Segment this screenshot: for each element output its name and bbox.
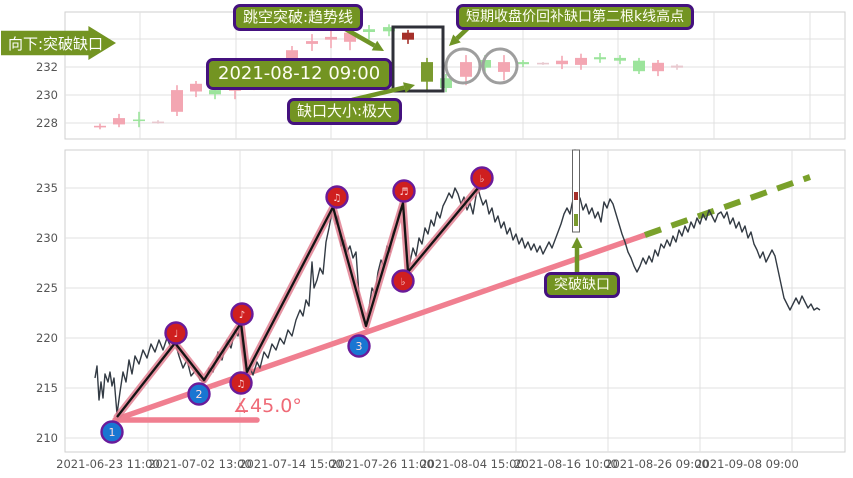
wave-marker-glyph: ♫ [333,193,342,204]
top-y-tick-label: 228 [36,116,58,130]
candlestick[interactable] [633,60,645,72]
candlestick[interactable] [152,121,164,124]
top-y-tick-label: 232 [36,60,58,74]
candlestick[interactable] [460,62,472,77]
bottom-y-tick-label: 235 [36,181,58,195]
annotation-arrow-head [371,40,384,51]
downward-gap-banner-label: 向下:突破缺口 [8,34,104,53]
datetime-label: 2021-08-12 09:00 [206,58,393,90]
top-y-tick-label: 230 [36,88,58,102]
x-axis-tick-label: 2021-08-26 09:00 [605,457,709,471]
bottom-plot-border [64,149,846,453]
wave-marker-glyph: ♫ [237,379,246,390]
wave-marker[interactable] [391,269,415,293]
wave-marker[interactable] [164,321,188,345]
angle-annotation: ∡45.0° [233,395,302,417]
zigzag-overlay-black [116,187,479,418]
wave-marker-glyph: ♩ [174,329,179,340]
annotation-arrow [351,85,405,103]
trend-line-projection-dashed [644,174,811,238]
annotation-arrow-head [403,82,415,93]
candlestick[interactable] [325,36,337,40]
candlestick[interactable] [286,50,298,63]
annotation-arrow-head [449,34,461,46]
candlestick[interactable] [344,32,356,42]
gap-spike-green-candle [574,214,578,226]
short-term-gapfill-label: 短期收盘价回补缺口第二根k线高点 [456,4,695,30]
candlestick[interactable] [671,65,683,68]
candlestick[interactable] [556,60,568,65]
gap-breakout-trendline-label: 跳空突破:趋势线 [233,4,364,31]
x-axis-tick-label: 2021-09-08 09:00 [695,457,799,471]
gapfill-highlight-circle [481,47,519,85]
bottom-y-tick-label: 230 [36,231,58,245]
wave-marker[interactable] [230,302,254,326]
wave-marker-glyph: 1 [109,426,116,439]
candlestick[interactable] [614,57,626,61]
candlestick[interactable] [517,62,529,65]
wave-marker[interactable] [325,185,349,209]
candlestick[interactable] [113,118,125,125]
candlestick[interactable] [575,57,587,65]
candlestick[interactable] [190,83,202,92]
wave-marker-glyph: 2 [196,388,203,401]
wave-marker[interactable] [229,371,253,395]
wave-marker-glyph: ♬ [400,187,409,198]
gap-spike-red-candle [574,192,578,200]
gap-size-label: 缺口大小:极大 [287,98,403,125]
candlestick[interactable] [537,62,549,65]
wave-marker[interactable] [470,166,494,190]
candlestick[interactable] [306,41,318,44]
downward-gap-banner: 向下:突破缺口 [1,26,116,60]
breakout-gap-label: 突破缺口 [544,272,620,298]
candlestick[interactable] [402,32,414,40]
x-axis-tick-label: 2021-08-04 15:00 [420,457,524,471]
wave-marker-glyph: ♭ [401,277,406,288]
gap-highlight-rectangle [391,25,445,93]
x-axis-tick-label: 2021-08-16 10:00 [514,457,618,471]
candlestick[interactable] [171,90,183,112]
bottom-y-tick-label: 210 [36,431,58,445]
candlestick[interactable] [479,60,491,68]
candlestick[interactable] [363,29,375,32]
annotation-arrow-head [571,237,583,248]
bottom-y-tick-label: 225 [36,281,58,295]
bottom-y-tick-label: 215 [36,381,58,395]
wave-marker-glyph: ♪ [239,310,245,321]
wave-marker[interactable] [100,420,124,444]
top-plot-border [64,11,846,140]
x-axis-tick-label: 2021-07-14 15:00 [239,457,343,471]
candlestick[interactable] [594,57,606,60]
wave-marker[interactable] [347,334,371,358]
candlestick[interactable] [383,27,395,32]
wave-marker[interactable] [187,382,211,406]
x-axis-tick-label: 2021-07-26 11:00 [330,457,434,471]
candlestick[interactable] [133,119,145,122]
gap-spike-box [572,149,580,233]
wave-marker-glyph: 3 [356,340,363,353]
bottom-y-tick-label: 220 [36,331,58,345]
wave-marker-glyph: ♭ [480,174,485,185]
candlestick[interactable] [440,78,452,88]
gapfill-highlight-circle [444,47,482,85]
wave-marker[interactable] [392,179,416,203]
candlestick[interactable] [209,90,221,95]
x-axis-tick-label: 2021-06-23 11:00 [56,457,160,471]
x-axis-tick-label: 2021-07-02 13:00 [148,457,252,471]
candlestick[interactable] [94,125,106,128]
candlestick[interactable] [498,62,510,72]
candlestick[interactable] [421,62,433,82]
candlestick[interactable] [652,62,664,72]
